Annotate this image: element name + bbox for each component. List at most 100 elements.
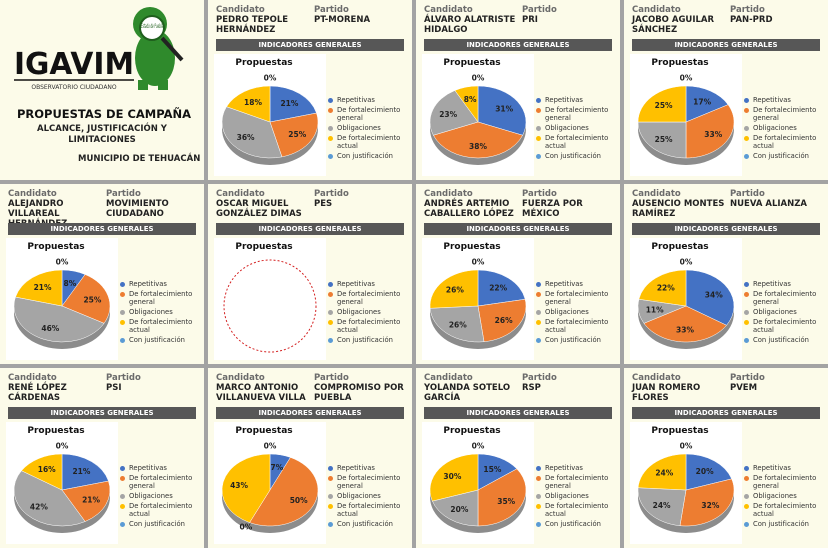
data-label: 25% [655, 101, 673, 110]
party-name: RSP [522, 383, 541, 393]
legend-swatch [536, 309, 541, 315]
legend-item: De fortalecimiento actual [120, 502, 202, 518]
legend-label: Con justificación [753, 520, 809, 528]
legend-item: Obligaciones [536, 308, 618, 316]
legend-item: Repetitivas [536, 464, 618, 472]
slice [61, 453, 109, 491]
legend-label: De fortalecimiento general [545, 474, 609, 490]
chart-title: Propuestas [443, 58, 500, 68]
data-label: 26% [449, 320, 467, 329]
data-label: 43% [230, 481, 248, 490]
legend-item: Obligaciones [744, 308, 826, 316]
legend-item: Con justificación [536, 520, 618, 528]
candidate-label: Candidato [8, 189, 57, 199]
chart-title: Propuestas [27, 426, 84, 436]
legend-swatch [328, 153, 333, 159]
legend-label: De fortalecimiento actual [129, 318, 193, 334]
candidate-name: MARCO ANTONIO VILLANUEVA VILLA [216, 383, 306, 403]
legend-item: Con justificación [120, 336, 202, 344]
legend-label: Obligaciones [337, 124, 381, 132]
data-label: 30% [443, 472, 461, 481]
data-label: 21% [82, 495, 100, 504]
legend-label: Con justificación [753, 152, 809, 160]
legend-swatch [744, 319, 749, 325]
legend-label: Repetitivas [753, 280, 791, 288]
chart-title: Propuestas [27, 242, 84, 252]
legend-swatch [328, 503, 333, 509]
pie-chart: Propuestas 15% 35% 20% 30% 0% [422, 422, 534, 544]
slice [269, 112, 319, 158]
legend-item: Repetitivas [328, 280, 410, 288]
legend-label: Repetitivas [545, 96, 583, 104]
legend-item: De fortalecimiento actual [120, 318, 202, 334]
chart-title: Propuestas [443, 426, 500, 436]
data-label: 11% [646, 306, 664, 315]
legend-swatch [744, 153, 749, 159]
party-label: Partido [730, 5, 765, 15]
pie-chart: Propuestas 21% 21% 42% 16% 0% [6, 422, 118, 544]
legend-label: Obligaciones [545, 124, 589, 132]
legend: Repetitivas De fortalecimiento general Obl… [120, 280, 202, 346]
legend-label: Con justificación [129, 520, 185, 528]
data-label: 8% [64, 279, 77, 288]
legend-item: Obligaciones [744, 124, 826, 132]
legend-swatch [536, 153, 541, 159]
slice [679, 478, 735, 527]
data-label: 25% [655, 135, 673, 144]
legend-item: Obligaciones [328, 308, 410, 316]
data-label: 15% [483, 465, 501, 474]
legend-item: Repetitivas [536, 96, 618, 104]
legend-label: Repetitivas [337, 464, 375, 472]
slice [429, 269, 479, 309]
legend-swatch [328, 309, 333, 315]
pie-chart: Propuestas 20% 32% 24% 24% 0% [630, 422, 742, 544]
legend-item: De fortalecimiento general [120, 474, 202, 490]
pie-chart: Propuestas [214, 238, 326, 360]
legend: Repetitivas De fortalecimiento general Obl… [536, 96, 618, 162]
legend-label: De fortalecimiento actual [337, 502, 401, 518]
legend-swatch [744, 465, 749, 471]
legend-item: Obligaciones [120, 492, 202, 500]
candidate-label: Candidato [632, 189, 681, 199]
data-label: 36% [237, 133, 255, 142]
data-label: 25% [288, 130, 306, 139]
slice [221, 106, 283, 159]
legend-swatch [120, 493, 125, 499]
legend-label: De fortalecimiento general [753, 290, 817, 306]
data-label: 35% [497, 497, 515, 506]
data-label: 22% [489, 284, 507, 293]
section-bar: INDICADORES GENERALES [424, 223, 612, 235]
legend-item: Obligaciones [328, 492, 410, 500]
legend-label: De fortalecimiento general [753, 106, 817, 122]
legend-item: De fortalecimiento actual [744, 134, 826, 150]
slice [637, 121, 687, 159]
header-graphic: Estado de Puebla IGAVIM OBSERVATORIO CIU… [14, 7, 191, 121]
title: PROPUESTAS DE CAMPAÑA [17, 106, 191, 121]
legend-swatch [120, 475, 125, 481]
legend-label: Repetitivas [545, 280, 583, 288]
candidate-name: JUAN ROMERO FLORES [632, 383, 701, 403]
legend-item: Repetitivas [120, 280, 202, 288]
legend: Repetitivas De fortalecimiento general Obl… [328, 464, 410, 530]
candidate-panel: Candidato JUAN ROMERO FLORES Partido PVEM IN… [624, 368, 828, 548]
legend-item: De fortalecimiento actual [536, 318, 618, 334]
legend-swatch [744, 309, 749, 315]
data-label: 32% [701, 501, 719, 510]
legend-item: Con justificación [536, 336, 618, 344]
legend-label: Obligaciones [753, 308, 797, 316]
legend-item: De fortalecimiento general [328, 474, 410, 490]
legend-label: De fortalecimiento actual [545, 502, 609, 518]
legend: Repetitivas De fortalecimiento general Obl… [536, 280, 618, 346]
slice [637, 487, 687, 526]
chart-title: Propuestas [235, 426, 292, 436]
legend-label: De fortalecimiento actual [129, 502, 193, 518]
legend-swatch [120, 309, 125, 315]
legend-label: De fortalecimiento actual [545, 134, 609, 150]
legend-item: De fortalecimiento general [120, 290, 202, 306]
section-bar: INDICADORES GENERALES [216, 39, 404, 51]
data-label: 17% [693, 98, 711, 107]
party-label: Partido [106, 373, 141, 383]
chart-title: Propuestas [651, 426, 708, 436]
legend-swatch [328, 107, 333, 113]
legend-item: Repetitivas [744, 280, 826, 288]
